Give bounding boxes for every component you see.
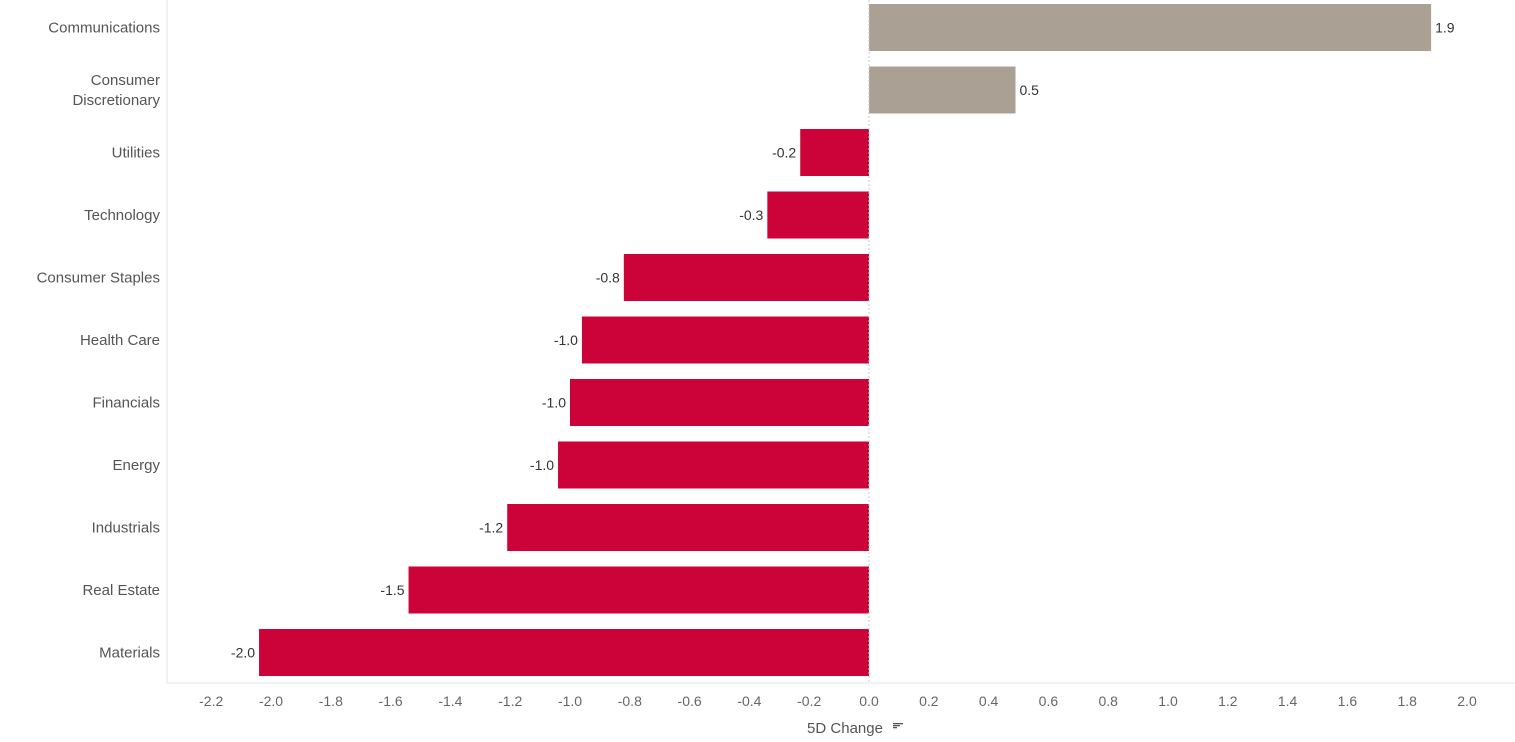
bar[interactable]: [800, 129, 869, 176]
category-label: Health Care: [80, 332, 160, 349]
tick-label: -2.0: [259, 693, 283, 709]
bar[interactable]: [767, 191, 869, 239]
tick-label: 1.2: [1218, 693, 1238, 709]
data-label: -2.0: [231, 645, 255, 661]
category-label: Consumer Staples: [37, 270, 160, 287]
tick-label: -1.0: [558, 693, 582, 709]
data-label: -0.2: [772, 145, 796, 161]
tick-label: 0.2: [919, 693, 939, 709]
category-label: Materials: [99, 645, 160, 662]
bar[interactable]: [869, 66, 1016, 114]
bar[interactable]: [623, 254, 869, 301]
bars-group: [259, 4, 1432, 676]
x-axis-title: 5D Change: [807, 720, 883, 737]
tick-label: -1.4: [438, 693, 462, 709]
bar[interactable]: [869, 4, 1432, 51]
category-label: Industrials: [92, 520, 160, 537]
tick-label: -0.6: [678, 693, 702, 709]
bar[interactable]: [558, 441, 869, 489]
data-label: 1.9: [1435, 20, 1455, 36]
value-labels: 1.9 0.5 -0.2 -0.3 -0.8 -1.0 -1.0 -1.0 -1.2 -1.5 -2…: [231, 20, 1455, 661]
tick-label: 1.6: [1338, 693, 1358, 709]
category-label: Financials: [92, 395, 160, 412]
data-label: -1.0: [554, 332, 578, 348]
bar[interactable]: [507, 504, 869, 551]
tick-label: -0.8: [618, 693, 642, 709]
x-axis-ticks: -2.2 -2.0 -1.8 -1.6 -1.4 -1.2 -1.0 -0.8 -0.6 -0.4…: [199, 693, 1477, 709]
bar[interactable]: [570, 379, 869, 426]
tick-label: 2.0: [1457, 693, 1477, 709]
tick-label: -0.4: [737, 693, 761, 709]
tick-label: 1.0: [1158, 693, 1178, 709]
data-label: -0.8: [596, 270, 620, 286]
tick-label: 0.8: [1098, 693, 1118, 709]
data-label: -1.2: [479, 520, 503, 536]
category-label: Consumer Discretionary: [72, 72, 160, 109]
tick-label: 0.0: [859, 693, 879, 709]
tick-label: 1.4: [1278, 693, 1298, 709]
bar[interactable]: [408, 566, 869, 614]
tick-label: 1.8: [1397, 693, 1417, 709]
category-label: Real Estate: [82, 582, 160, 599]
data-label: -0.3: [739, 207, 763, 223]
category-label: Energy: [112, 457, 160, 474]
tick-label: -0.2: [797, 693, 821, 709]
category-label: Technology: [84, 207, 160, 224]
bar[interactable]: [259, 629, 869, 676]
category-label: Utilities: [112, 145, 160, 162]
tick-label: -1.8: [319, 693, 343, 709]
data-label: 0.5: [1020, 82, 1040, 98]
bar[interactable]: [581, 316, 869, 364]
data-label: -1.5: [380, 582, 404, 598]
data-label: -1.0: [530, 457, 554, 473]
tick-label: 0.6: [1039, 693, 1059, 709]
tick-label: -1.2: [498, 693, 522, 709]
tick-label: -2.2: [199, 693, 223, 709]
tick-label: 0.4: [979, 693, 999, 709]
data-label: -1.0: [542, 395, 566, 411]
sort-descending-icon[interactable]: [893, 723, 903, 729]
category-labels: Communications Consumer Discretionary Utili…: [37, 20, 161, 662]
tick-label: -1.6: [379, 693, 403, 709]
category-label: Communications: [48, 20, 160, 37]
